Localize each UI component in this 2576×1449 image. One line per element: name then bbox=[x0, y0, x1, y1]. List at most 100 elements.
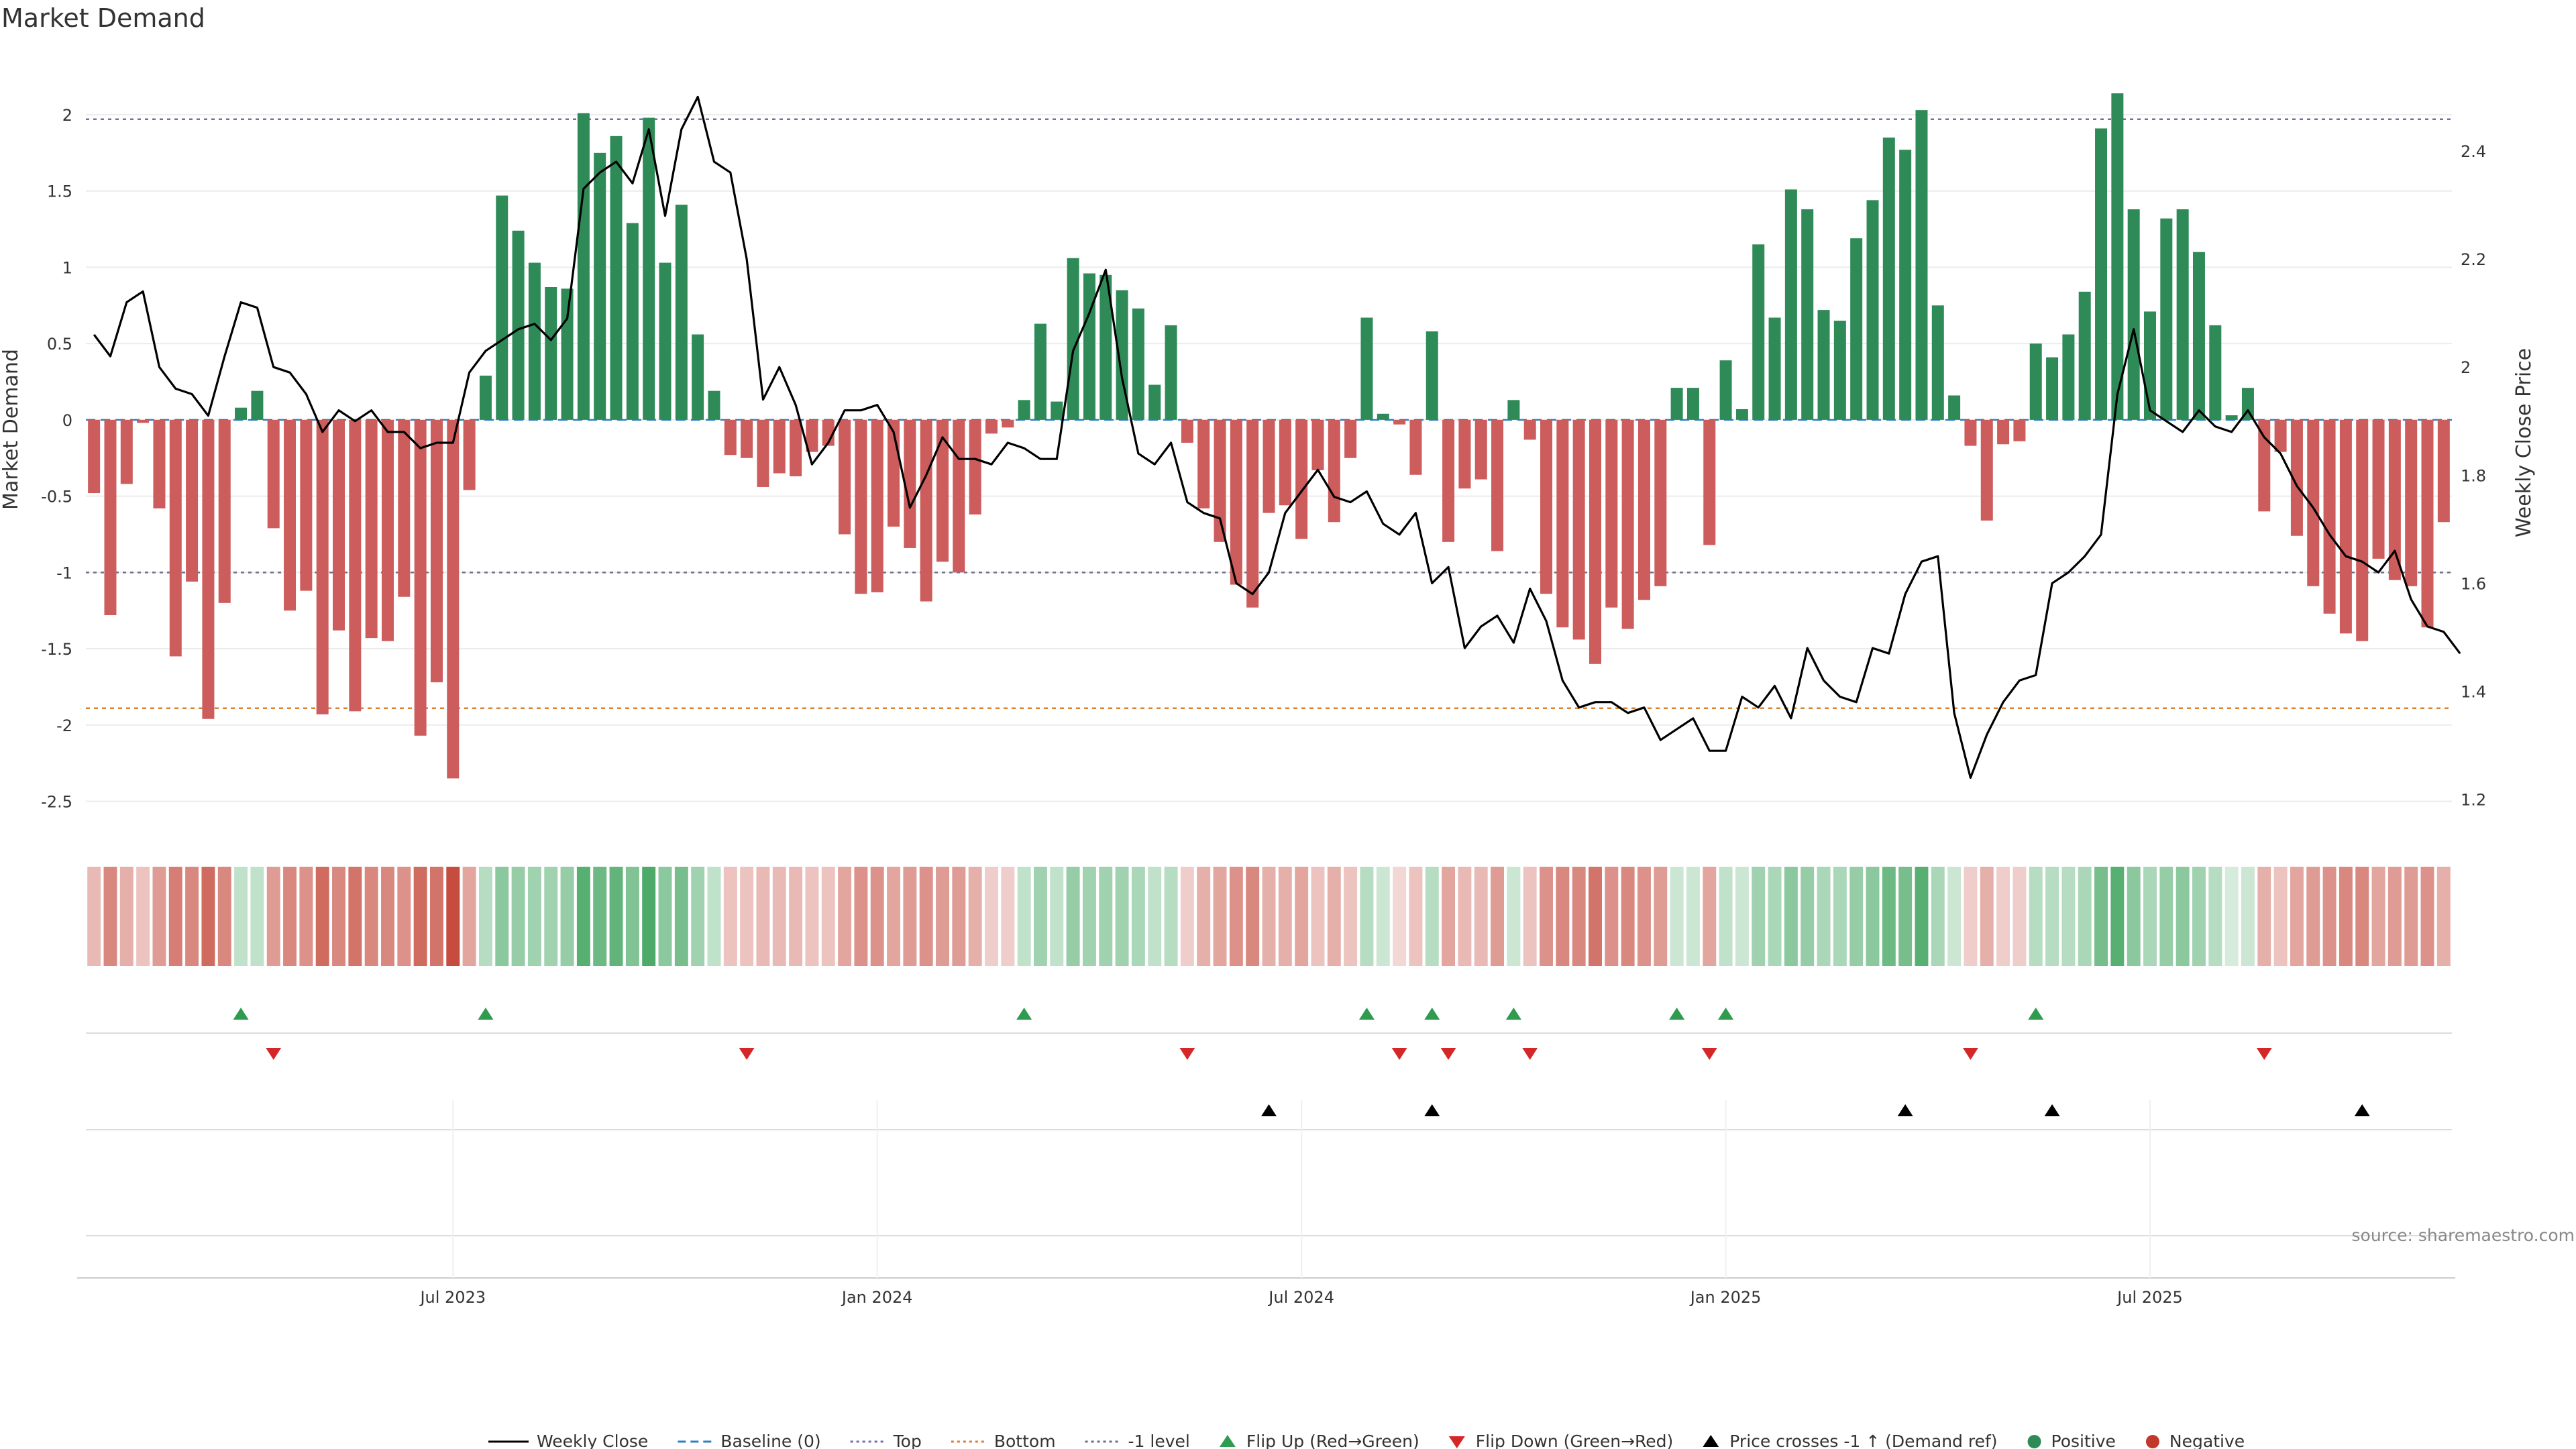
demand-bar bbox=[1002, 419, 1014, 428]
demand-bar bbox=[479, 375, 492, 420]
demand-bar bbox=[284, 419, 297, 611]
demand-bar bbox=[2144, 311, 2157, 420]
demand-bar bbox=[626, 223, 639, 420]
strip-cell bbox=[250, 867, 264, 966]
legend-item-minus_one: -1 level bbox=[1085, 1432, 1190, 1449]
strip-cell bbox=[2012, 867, 2027, 966]
strip-cell bbox=[1001, 867, 1015, 966]
demand-bar bbox=[463, 419, 476, 490]
strip-cell bbox=[1589, 867, 1602, 966]
demand-bar bbox=[1034, 323, 1046, 420]
strip-cell bbox=[315, 867, 329, 966]
demand-bar bbox=[871, 419, 883, 592]
demand-bar bbox=[2258, 419, 2271, 512]
y-tick-label: -0.5 bbox=[41, 488, 72, 506]
legend-item-flip_down: Flip Down (Green→Red) bbox=[1448, 1432, 1673, 1449]
strip-cell bbox=[1393, 867, 1407, 966]
demand-bar bbox=[692, 334, 704, 420]
strip-cell bbox=[2420, 867, 2434, 966]
strip-cell bbox=[1082, 867, 1096, 966]
strip-cell bbox=[936, 867, 949, 966]
demand-bar bbox=[251, 390, 264, 420]
demand-bar bbox=[1328, 419, 1340, 523]
strip-cell bbox=[2290, 867, 2304, 966]
strip-cell bbox=[1621, 867, 1635, 966]
chart-title: Market Demand bbox=[1, 3, 205, 33]
demand-bar bbox=[920, 419, 932, 602]
flip-down-marker bbox=[1701, 1048, 1717, 1060]
strip-cell bbox=[625, 867, 639, 966]
price-cross-marker bbox=[2044, 1104, 2060, 1116]
strip-cell bbox=[658, 867, 672, 966]
flip-down-marker bbox=[1522, 1048, 1538, 1060]
strip-cell bbox=[2078, 867, 2092, 966]
flip-up-marker bbox=[1669, 1008, 1685, 1020]
legend-label: Negative bbox=[2169, 1432, 2245, 1449]
strip-cell bbox=[527, 867, 541, 966]
y-tick-label: 2 bbox=[62, 106, 72, 125]
price-cross-marker bbox=[1261, 1104, 1277, 1116]
demand-bar bbox=[120, 419, 133, 484]
strip-cell bbox=[429, 867, 443, 966]
strip-cell bbox=[1409, 867, 1423, 966]
strip-cell bbox=[1833, 867, 1847, 966]
strip-cell bbox=[1066, 867, 1080, 966]
strip-cell bbox=[1131, 867, 1145, 966]
strip-cell bbox=[968, 867, 982, 966]
demand-bar bbox=[2046, 357, 2059, 420]
demand-bar bbox=[1833, 321, 1846, 420]
strip-cell bbox=[560, 867, 574, 966]
strip-cell bbox=[2257, 867, 2271, 966]
strip-cell bbox=[185, 867, 199, 966]
demand-bar bbox=[2225, 415, 2238, 420]
strip-cell bbox=[707, 867, 721, 966]
strip-cell bbox=[1360, 867, 1374, 966]
strip-cell bbox=[985, 867, 998, 966]
demand-bar bbox=[1360, 317, 1373, 420]
strip-cell bbox=[1458, 867, 1472, 966]
strip-cell bbox=[1148, 867, 1162, 966]
demand-bar bbox=[1311, 419, 1324, 470]
strip-cell bbox=[364, 867, 378, 966]
y-tick-label: 1 bbox=[62, 258, 72, 277]
flip-up-marker bbox=[1424, 1008, 1440, 1020]
demand-bar bbox=[1670, 388, 1683, 420]
strip-cell bbox=[2436, 867, 2451, 966]
strip-cell bbox=[674, 867, 688, 966]
strip-cell bbox=[201, 867, 215, 966]
demand-bar bbox=[1197, 419, 1210, 508]
source-label: source: sharemaestro.com bbox=[2352, 1226, 2575, 1245]
strip-cell bbox=[2339, 867, 2353, 966]
demand-bar bbox=[1426, 331, 1438, 420]
y2-axis-title: Weekly Close Price bbox=[2512, 348, 2536, 537]
demand-bar bbox=[953, 419, 965, 573]
strip-cell bbox=[1996, 867, 2010, 966]
demand-bar bbox=[2274, 419, 2287, 452]
demand-bar bbox=[1899, 150, 1912, 420]
demand-bar bbox=[904, 419, 916, 548]
legend-symbol bbox=[1703, 1435, 1719, 1447]
strip-cell bbox=[1327, 867, 1341, 966]
demand-bar bbox=[773, 419, 786, 474]
strip-cell bbox=[1964, 867, 1978, 966]
legend-symbol bbox=[1448, 1436, 1465, 1448]
demand-bar bbox=[822, 419, 835, 446]
legend-label: Top bbox=[893, 1432, 922, 1449]
demand-bar bbox=[2421, 419, 2434, 628]
demand-bar bbox=[839, 419, 851, 535]
x-tick-label: Jan 2024 bbox=[841, 1288, 913, 1307]
demand-bar bbox=[577, 113, 590, 420]
demand-bar bbox=[708, 390, 720, 420]
strip-cell bbox=[2371, 867, 2385, 966]
demand-bar bbox=[790, 419, 802, 477]
y-tick-label: 0.5 bbox=[47, 335, 72, 354]
strip-cell bbox=[740, 867, 754, 966]
demand-bar bbox=[1882, 138, 1895, 420]
strip-cell bbox=[332, 867, 345, 966]
strip-cell bbox=[1882, 867, 1896, 966]
flip-up-marker bbox=[478, 1008, 494, 1020]
demand-bar bbox=[1997, 419, 2010, 445]
strip-cell bbox=[1311, 867, 1325, 966]
demand-bar bbox=[1279, 419, 1291, 506]
